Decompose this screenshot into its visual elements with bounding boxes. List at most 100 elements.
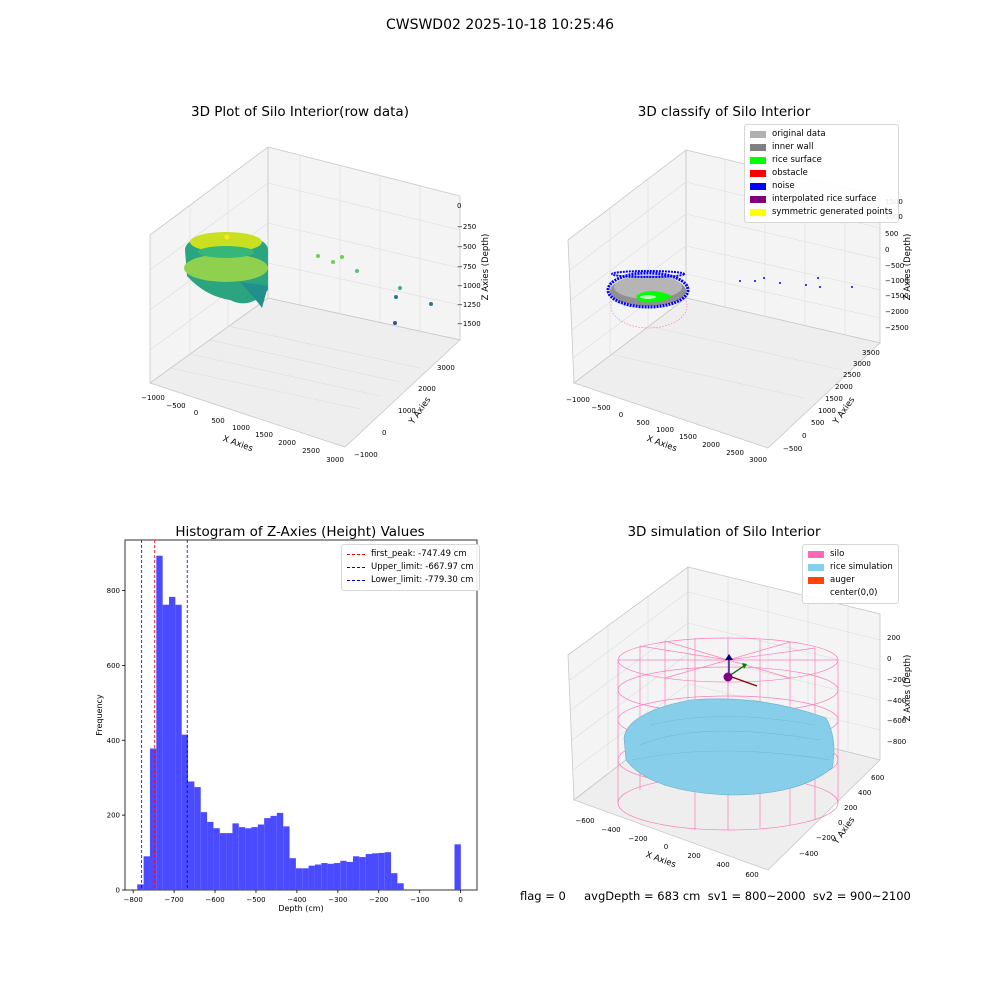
plot4-title: 3D simulation of Silo Interior	[627, 524, 821, 540]
histogram-bar	[264, 818, 271, 890]
p2-ytick: 0	[802, 432, 806, 440]
histogram-bar	[270, 815, 277, 890]
p1-ytick: 2000	[418, 385, 436, 393]
p4-ytick: 200	[844, 804, 857, 812]
p4-xtick: −400	[601, 826, 620, 834]
legend-item: obstacle	[750, 167, 893, 180]
histogram-bar	[283, 826, 290, 890]
p1-ztick: −250	[457, 223, 476, 231]
p2-xtick: −500	[591, 404, 610, 412]
p1-xtick: 3000	[326, 456, 344, 464]
swatch	[750, 144, 766, 151]
x-tick-label: 0	[458, 896, 462, 904]
p2-ytick: 3000	[853, 360, 871, 368]
legend-item: silo	[808, 548, 893, 561]
histogram-bar	[213, 828, 220, 890]
p4-xtick: −200	[628, 835, 647, 843]
histogram-bar	[276, 812, 284, 890]
p2-ztick: −2000	[885, 308, 909, 316]
p4-ytick: −200	[816, 834, 835, 842]
p2-xtick: 2000	[702, 441, 720, 449]
p4-xtick: 600	[745, 871, 758, 879]
x-tick-label: −100	[410, 896, 429, 904]
swatch	[750, 157, 766, 164]
histogram-bar	[162, 604, 169, 890]
histogram-bar	[238, 827, 246, 890]
swatch	[808, 551, 824, 558]
p2-ztick: −1000	[885, 277, 909, 285]
legend-item: auger	[808, 574, 893, 587]
histogram-bar	[352, 856, 360, 890]
p4-ztick: −200	[887, 676, 906, 684]
p2-xtick: 0	[619, 411, 623, 419]
plot4-rice-surface	[623, 698, 835, 796]
plot1-point-cloud	[184, 232, 268, 308]
p4-ytick: 600	[871, 774, 884, 782]
histogram-legend: first_peak: -747.49 cm Upper_limit: -667…	[341, 544, 480, 591]
histogram-bar	[194, 787, 201, 890]
histogram-bar	[327, 863, 334, 890]
plot4-center-marker	[723, 654, 758, 687]
histogram-bar	[340, 860, 347, 890]
p1-xtick: 1000	[232, 424, 250, 432]
p2-ztick: −2500	[885, 324, 909, 332]
plot4-3d-axes: −600 −400 −200 0 200 400 600 X Axies −40…	[567, 566, 913, 879]
histogram-bar	[378, 852, 385, 890]
plot4-legend: silo rice simulation auger center(0,0)	[802, 544, 899, 604]
histogram-bar	[200, 812, 208, 890]
p4-ztick: −600	[887, 717, 906, 725]
histogram-bar	[391, 873, 398, 890]
legend-item: inner wall	[750, 141, 893, 154]
histogram-bar	[365, 854, 373, 890]
histogram-reference-lines	[141, 540, 188, 890]
p1-ztick: −1000	[457, 282, 481, 290]
x-tick-label: −300	[328, 896, 347, 904]
histogram-bar	[302, 868, 309, 890]
swatch	[750, 209, 766, 216]
p2-xlabel: X Axies	[645, 434, 678, 454]
histogram-bar	[333, 863, 341, 890]
histogram-chart: −800 −700 −600 −500 −400 −300 −200 −100 0 0 200 40…	[95, 539, 478, 913]
plot2-title: 3D classify of Silo Interior	[637, 104, 811, 120]
swatch	[750, 183, 766, 190]
p1-zlabel: Z Axies (Depth)	[481, 234, 491, 301]
p4-xlabel: X Axies	[644, 850, 677, 870]
p4-ytick: 0	[838, 819, 842, 827]
p2-ytick: −500	[783, 445, 802, 453]
swatch	[347, 554, 365, 555]
p2-ytick: 1500	[825, 395, 843, 403]
x-tick-label: −600	[205, 896, 224, 904]
p2-ytick: 2500	[843, 371, 861, 379]
p1-ztick: −750	[457, 263, 476, 271]
p2-xtick: −1000	[566, 396, 590, 404]
legend-item: Lower_limit: -779.30 cm	[347, 574, 474, 587]
p2-xtick: 3000	[749, 456, 767, 464]
plot2-noise-points	[739, 277, 853, 288]
histogram-bar	[143, 856, 150, 890]
p4-ylabel: Y Axies	[831, 815, 858, 847]
p1-ytick: 1000	[398, 407, 416, 415]
p4-ztick: −800	[887, 738, 906, 746]
legend-item: rice simulation	[808, 561, 893, 574]
y-tick-label: 600	[107, 662, 120, 670]
p2-ytick: 1000	[818, 407, 836, 415]
x-tick-label: −500	[246, 896, 265, 904]
p4-ztick: 0	[887, 655, 891, 663]
histogram-bar	[454, 844, 461, 890]
p2-zlabel: Z Axies (Depth)	[903, 234, 913, 301]
legend-item: original data	[750, 128, 893, 141]
swatch	[347, 580, 365, 581]
y-tick-label: 400	[107, 737, 120, 745]
histogram-y-ticks: 0 200 400 600 800	[107, 587, 125, 895]
histogram-bar	[188, 781, 195, 890]
legend-item: symmetric generated points	[750, 206, 893, 219]
histogram-bar	[295, 868, 303, 890]
swatch	[750, 170, 766, 177]
p2-ztick: 500	[885, 230, 898, 238]
legend-item: Upper_limit: -667.97 cm	[347, 561, 474, 574]
y-tick-label: 200	[107, 812, 120, 820]
legend-item: first_peak: -747.49 cm	[347, 548, 474, 561]
histogram-bar	[359, 857, 366, 890]
p2-ytick: 2000	[835, 383, 853, 391]
histogram-bar	[372, 853, 379, 890]
